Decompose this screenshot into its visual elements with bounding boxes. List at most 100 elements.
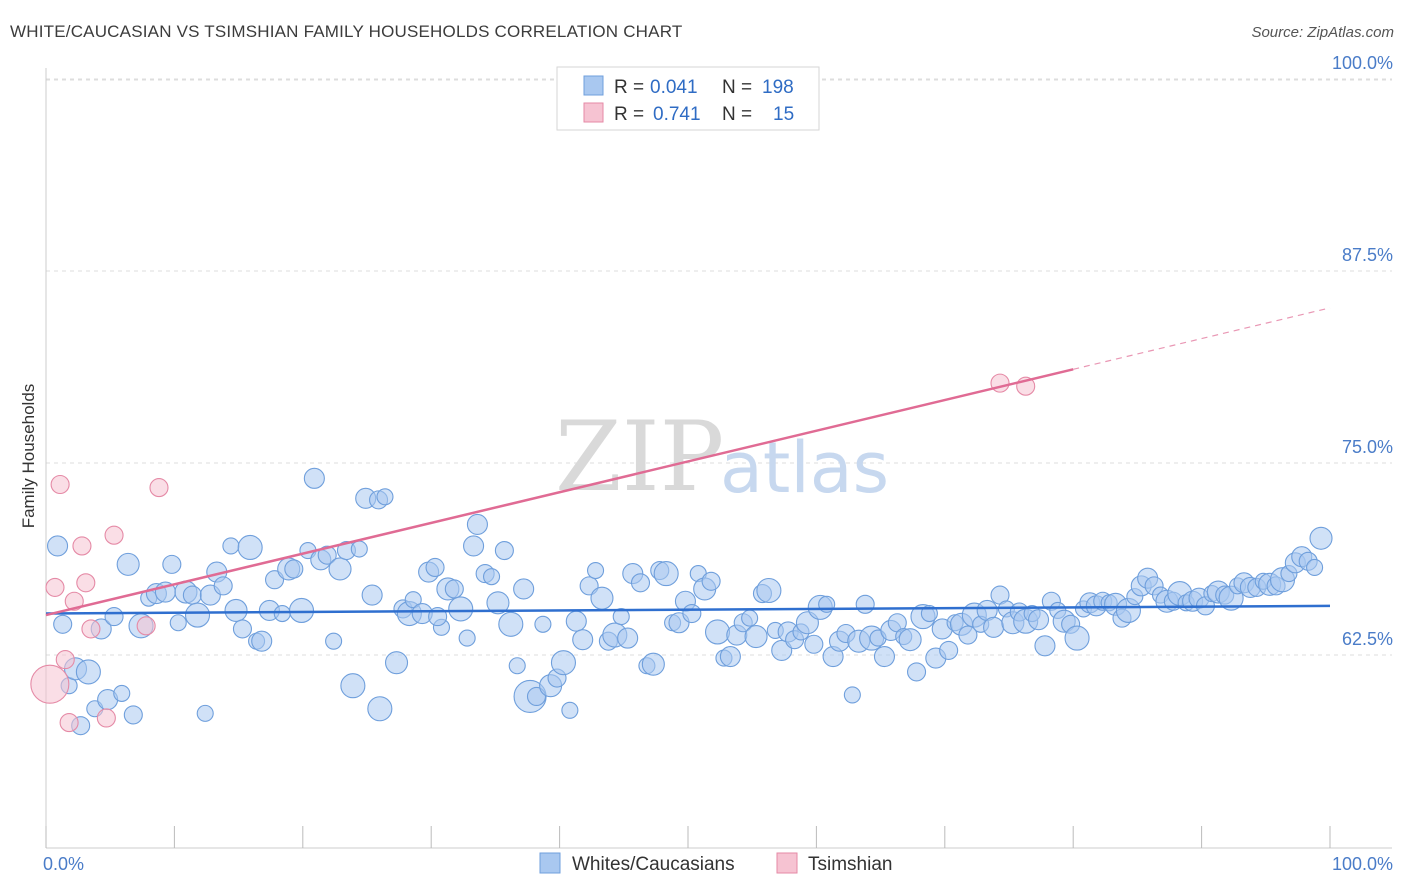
watermark-zip: ZIP	[555, 401, 724, 513]
tsimshian-point	[59, 713, 79, 733]
tsimshian-point	[72, 536, 92, 556]
whites-point	[939, 640, 959, 660]
whites-point	[444, 579, 464, 599]
whites-point	[350, 540, 368, 558]
whites-point	[771, 639, 793, 661]
legend-n-label: N =	[722, 77, 752, 98]
whites-point	[376, 488, 394, 506]
tsimshian-point	[64, 591, 84, 611]
whites-point	[273, 604, 291, 623]
whites-point	[53, 614, 73, 634]
correlation-legend: R = 0.041 N = 198 R = 0.741 N = 15	[556, 66, 820, 131]
tsimshian-point	[45, 577, 65, 597]
whites-point	[617, 627, 639, 649]
whites-point	[104, 607, 124, 627]
legend-r-value: 0.741	[653, 104, 701, 125]
series-legend: Whites/Caucasians Tsimshian	[539, 852, 892, 875]
legend-n-value: 198	[762, 77, 794, 98]
whites-point	[224, 598, 248, 623]
whites-point	[534, 615, 552, 633]
whites-point	[550, 650, 577, 676]
x-tick-label: 0.0%	[43, 854, 84, 874]
chart-title: WHITE/CAUCASIAN VS TSIMSHIAN FAMILY HOUS…	[10, 22, 683, 41]
tsimshian-point	[76, 573, 96, 593]
legend-r-value: 0.041	[650, 77, 698, 98]
whites-point	[561, 701, 579, 719]
legend-r-label: R =	[614, 77, 644, 98]
tsimshian-point	[30, 664, 70, 704]
bottom-legend-label-whites: Whites/Caucasians	[572, 854, 735, 875]
whites-point	[756, 577, 782, 604]
grid-layer	[46, 78, 1392, 656]
trend-layer	[45, 307, 1331, 617]
whites-point	[704, 619, 731, 645]
whites-point	[123, 705, 143, 725]
whites-point	[1027, 609, 1050, 631]
tsimshian-point	[136, 616, 156, 636]
whites-point	[75, 659, 101, 685]
tsimshian-trend-extension	[1073, 307, 1331, 370]
chart-source: Source: ZipAtlas.com	[1251, 24, 1394, 41]
whites-point	[804, 634, 824, 654]
whites-point	[284, 559, 304, 579]
whites-point	[513, 578, 535, 600]
whites-point	[719, 645, 741, 668]
whites-point	[466, 513, 488, 535]
whites-point	[1034, 635, 1056, 657]
whites-point	[458, 629, 476, 647]
series-tsimshian-points	[30, 373, 1036, 733]
whites-point	[463, 535, 485, 557]
x-tick-label: 100.0%	[1332, 854, 1393, 874]
whites-point	[232, 619, 253, 639]
whites-point	[325, 632, 343, 650]
whites-point	[612, 608, 630, 626]
whites-point	[196, 704, 214, 722]
whites-point	[983, 616, 1005, 638]
whites-point	[47, 535, 69, 557]
whites-point	[701, 571, 721, 591]
whites-point	[630, 573, 651, 593]
whites-point	[317, 545, 337, 565]
whites-point	[741, 609, 759, 627]
y-tick-label: 100.0%	[1332, 53, 1393, 73]
whites-point	[682, 603, 702, 624]
bottom-legend-swatch-tsimshian	[776, 852, 798, 874]
watermark: ZIP atlas	[555, 401, 889, 513]
whites-point	[641, 652, 665, 676]
legend-n-value: 15	[773, 104, 794, 125]
whites-point	[907, 662, 927, 682]
series-whites-points	[47, 467, 1333, 736]
whites-point	[162, 554, 182, 574]
whites-point	[384, 651, 409, 675]
whites-point	[873, 645, 896, 668]
legend-swatch-blue	[583, 75, 604, 96]
whites-point	[653, 561, 679, 587]
tsimshian-point	[81, 619, 101, 639]
whites-point	[213, 576, 233, 596]
y-tick-label: 75.0%	[1342, 437, 1393, 457]
tsimshian-point	[50, 474, 70, 495]
whites-point	[367, 696, 393, 722]
whites-point	[222, 537, 240, 555]
bottom-legend-label-tsimshian: Tsimshian	[808, 854, 892, 875]
whites-point	[486, 591, 510, 615]
whites-point	[116, 552, 140, 576]
whites-point	[328, 557, 352, 581]
whites-point	[169, 614, 187, 632]
tsimshian-point	[149, 478, 169, 498]
whites-point	[448, 596, 474, 622]
whites-point	[425, 557, 445, 577]
tsimshian-point	[104, 525, 124, 545]
legend-r-label: R =	[614, 104, 644, 125]
tsimshian-trend-line	[45, 368, 1074, 617]
whites-point	[237, 534, 263, 561]
tsimshian-point	[96, 708, 116, 728]
tsimshian-point	[55, 650, 75, 670]
legend-n-label: N =	[722, 104, 752, 125]
whites-point	[587, 561, 605, 580]
whites-point	[288, 597, 315, 624]
whites-point	[572, 629, 594, 651]
y-tick-label: 87.5%	[1342, 245, 1393, 265]
whites-point	[744, 625, 768, 649]
